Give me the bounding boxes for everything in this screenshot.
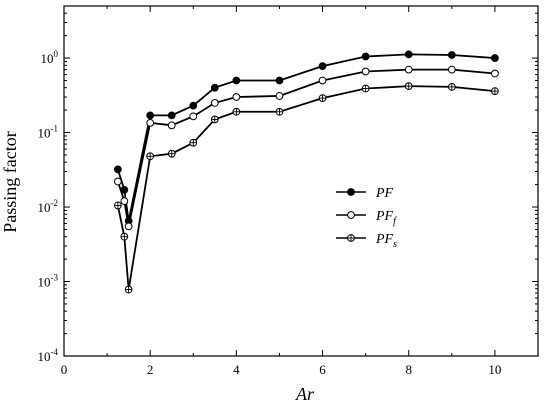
data-point-PF [318,62,327,70]
legend-label: PFs [375,232,397,250]
x-axis-title: Ar [295,384,315,404]
legend-item-PFf: PFf [336,209,397,227]
series-PF [113,50,499,225]
data-point-PFs [113,201,122,210]
legend-item-PF: PF [336,186,394,201]
data-point-PFs [361,84,370,93]
data-point-PFs [404,82,413,91]
data-point-PFf [318,76,327,85]
data-point-PF [447,51,456,59]
data-point-PFf [167,121,176,130]
x-tick-label: 6 [319,362,326,377]
data-point-PF [189,101,198,110]
data-point-PF [404,50,413,59]
data-point-PFs [232,107,241,116]
legend-marker [347,211,355,219]
data-point-PFf [113,177,122,186]
series-line-PFf [117,68,495,227]
data-point-PFf [189,112,198,121]
x-tick-label: 2 [147,362,154,377]
data-point-PF [275,76,284,85]
series-PFf [113,65,499,231]
y-axis-title: Passing factor [0,131,20,232]
data-point-PFf [120,197,129,206]
data-point-PFf [146,118,155,127]
data-point-PF [113,165,122,174]
data-point-PFs [120,232,129,241]
data-point-PFf [447,65,456,74]
data-point-PFs [491,87,499,96]
x-tick-label: 4 [233,362,240,377]
legend-item-PFs: PFs [336,232,397,250]
data-point-PF [232,76,241,85]
y-tick-label: 10-3 [38,273,59,290]
data-point-PFf [232,93,241,101]
data-point-PFf [124,222,133,231]
data-point-PFf [275,92,284,100]
series-line-PF [117,53,495,222]
y-tick-label: 10-1 [38,124,59,141]
data-point-PF [210,83,219,92]
legend-marker [347,188,355,196]
data-point-PFf [404,65,413,74]
data-point-PFs [318,94,327,103]
plot-area-frame [63,5,539,357]
legend-marker [347,234,355,242]
data-point-PF [146,111,155,120]
data-point-PFs [124,285,133,294]
y-tick-label: 10-2 [38,198,59,215]
data-point-PFs [275,107,284,116]
y-tick-label: 100 [41,49,59,66]
data-point-PF [167,111,176,120]
x-tick-label: 0 [61,362,68,377]
series-PFs [113,82,499,294]
data-point-PFs [146,152,155,161]
data-point-PFf [491,69,499,78]
y-tick-label: 10-4 [38,347,59,364]
data-point-PFf [361,67,370,76]
legend-label: PF [375,186,394,201]
legend-label: PFf [375,209,397,227]
x-tick-label: 8 [405,362,412,377]
data-point-PF [491,54,499,62]
data-point-PFs [210,115,219,124]
data-point-PFs [447,83,456,91]
x-tick-label: 10 [488,362,501,377]
data-point-PFs [189,138,198,147]
data-point-PFs [167,149,176,158]
data-point-PFf [210,99,219,107]
series-line-PFs [116,85,495,290]
data-point-PF [361,52,370,61]
